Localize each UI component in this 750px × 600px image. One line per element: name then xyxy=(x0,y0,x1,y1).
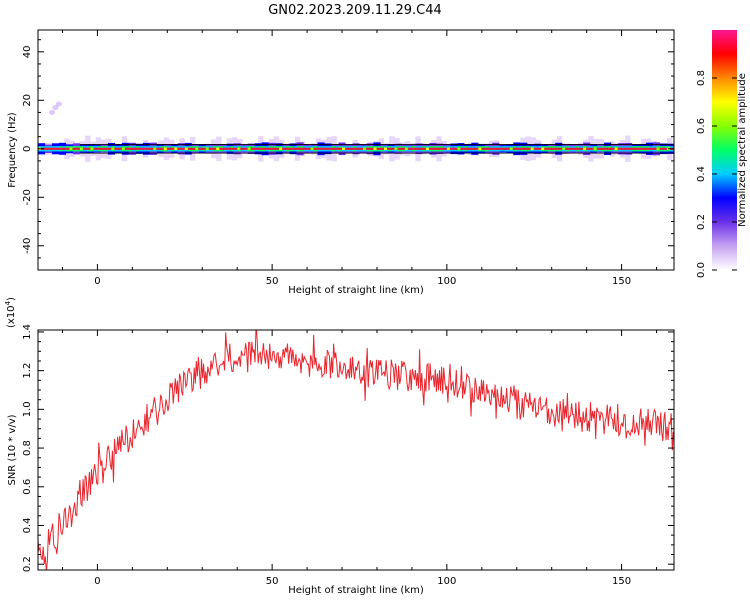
spectrogram-cell xyxy=(279,147,283,150)
spectrogram-cell xyxy=(69,147,73,150)
snr-frame xyxy=(37,329,675,571)
spectrogram-cell xyxy=(383,147,387,150)
spectrogram-cell xyxy=(216,147,220,150)
spectrogram-cell xyxy=(656,147,660,150)
spectrogram-cell xyxy=(342,147,346,150)
spectrogram-peak-band xyxy=(38,147,674,150)
spectrogram-cell xyxy=(373,147,377,150)
spectrogram-blob xyxy=(48,109,55,115)
colorbar-ticks: 0.0 0.2 0.4 0.6 0.8 xyxy=(696,70,737,278)
snr-ytick-label: 0.6 xyxy=(22,479,33,495)
snr-ticks: 0 50 100 150 0.2 0.4 0.6 0.8 1.0 1.2 1.4 xyxy=(22,324,674,587)
spectrogram-cell xyxy=(121,147,125,150)
spectrogram-cell xyxy=(530,147,534,150)
snr-multiplier-base: (x10 xyxy=(6,305,17,328)
spectrogram-cell xyxy=(237,147,241,150)
spectrogram-cell xyxy=(593,147,597,150)
snr-multiplier-exponent: 4 xyxy=(4,300,12,305)
snr-x-label: Height of straight line (km) xyxy=(288,585,424,596)
spectrogram-cell xyxy=(184,147,188,150)
spectrogram-marks xyxy=(38,101,675,163)
spectrogram-xtick-label: 50 xyxy=(266,276,279,287)
snr-y-label: SNR (10 * v/v) xyxy=(7,414,18,485)
spectrogram-cell xyxy=(562,147,566,150)
colorbar-tick-label: 0.8 xyxy=(696,70,707,86)
snr-marks xyxy=(38,330,674,570)
snr-xtick-label: 50 xyxy=(266,576,279,587)
snr-ytick-label: 1.2 xyxy=(22,363,33,379)
spectrogram-blob xyxy=(52,105,59,111)
spectrogram-cell xyxy=(153,147,157,150)
snr-plot-area xyxy=(38,330,674,570)
spectrogram-ytick-label: -20 xyxy=(22,189,33,205)
colorbar-tick-label: 0.6 xyxy=(696,118,707,134)
colorbar-label: Normalized spectral amplitude xyxy=(737,73,748,227)
colorbar-gradient xyxy=(712,30,737,270)
spectrogram-cell xyxy=(457,147,461,150)
snr-series-line xyxy=(38,330,674,570)
colorbar-tick-label: 0.2 xyxy=(696,214,707,230)
spectrogram-ytick-label: -40 xyxy=(22,238,33,254)
spectrogram-ytick-label: 20 xyxy=(22,94,33,107)
spectrogram-blob xyxy=(55,101,62,107)
spectrogram-cell xyxy=(446,147,450,150)
spectrogram-cell xyxy=(90,147,94,150)
spectrogram-cell xyxy=(478,147,482,150)
snr-xtick-label: 150 xyxy=(612,576,631,587)
spectrogram-xtick-label: 100 xyxy=(437,276,456,287)
spectrogram-x-label: Height of straight line (km) xyxy=(288,285,424,296)
spectrogram-xtick-label: 0 xyxy=(94,276,100,287)
spectrogram-cell xyxy=(247,147,251,150)
spectrogram-cell xyxy=(509,147,513,150)
snr-ytick-label: 0.4 xyxy=(22,518,33,534)
spectrogram-cell xyxy=(362,147,366,150)
snr-ytick-label: 0.2 xyxy=(22,556,33,572)
spectrogram-y-label: Frequency (Hz) xyxy=(7,112,18,188)
snr-xtick-label: 100 xyxy=(437,576,456,587)
spectrogram-ticks: 0 50 100 150 -40 -20 0 20 40 xyxy=(22,30,674,287)
snr-ytick-label: 0.8 xyxy=(22,440,33,456)
snr-ytick-label: 1.4 xyxy=(22,324,33,340)
spectrogram-cell xyxy=(111,147,115,150)
spectrogram-cell xyxy=(425,147,429,150)
spectrogram-cell xyxy=(195,147,199,150)
spectrogram-ytick-label: 0 xyxy=(22,146,33,152)
spectrogram-cell xyxy=(163,147,167,150)
spectrogram-cell xyxy=(205,147,209,150)
colorbar: 0.0 0.2 0.4 0.6 0.8 Normalized spectral ampl… xyxy=(696,30,748,278)
colorbar-tick-label: 0.0 xyxy=(696,262,707,278)
spectrogram-cell xyxy=(174,147,178,150)
figure-title: GN02.2023.209.11.29.C44 xyxy=(268,3,442,18)
spectrogram-cell xyxy=(394,147,398,150)
spectrogram-cell xyxy=(583,147,587,150)
snr-ytick-label: 1.0 xyxy=(22,401,33,417)
spectrogram-ytick-label: 40 xyxy=(22,45,33,58)
snr-multiplier-close: ) xyxy=(6,297,17,301)
snr-panel: 0 50 100 150 0.2 0.4 0.6 0.8 1.0 1.2 1.4 Height of… xyxy=(4,297,675,596)
colorbar-tick-label: 0.4 xyxy=(696,166,707,182)
spectrogram-cell xyxy=(404,147,408,150)
spectrogram-xtick-label: 150 xyxy=(612,276,631,287)
spectrogram-panel: 0 50 100 150 -40 -20 0 20 40 Height of straight … xyxy=(7,29,675,296)
spectrogram-frame xyxy=(37,29,675,271)
spectrogram-cell xyxy=(614,147,618,150)
spectrogram-cell xyxy=(541,147,545,150)
snr-multiplier-label: (x104) xyxy=(4,297,17,328)
snr-xtick-label: 0 xyxy=(94,576,100,587)
spectrogram-cell xyxy=(310,147,314,150)
spectrogram-cell xyxy=(79,147,83,150)
